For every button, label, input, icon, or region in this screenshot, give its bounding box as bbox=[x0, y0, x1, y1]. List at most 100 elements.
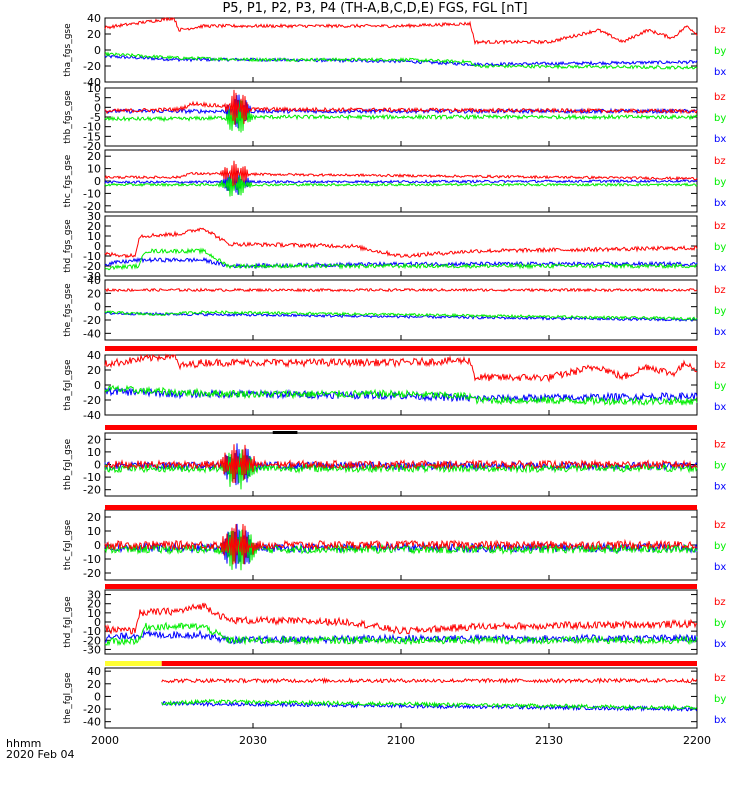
y-tick-label: 10 bbox=[87, 163, 101, 176]
y-tick-label: 20 bbox=[87, 28, 101, 41]
panel-ylabel: thd_fgs_gse bbox=[63, 219, 73, 273]
y-tick-label: -30 bbox=[83, 643, 101, 656]
y-tick-label: -20 bbox=[83, 60, 101, 73]
series-bz bbox=[104, 160, 698, 187]
y-tick-label: -10 bbox=[83, 121, 101, 134]
legend-bz: bz bbox=[714, 221, 726, 232]
series-bz bbox=[161, 676, 698, 685]
y-tick-label: -10 bbox=[83, 553, 101, 566]
panel-ylabel: thd_fgl_gse bbox=[63, 596, 73, 648]
legend-by: by bbox=[714, 694, 726, 705]
panel-ylabel: thb_fgl_gse bbox=[63, 438, 73, 490]
x-tick-label: 2100 bbox=[387, 734, 415, 747]
legend-bz: bz bbox=[714, 520, 726, 531]
series-by bbox=[104, 384, 698, 406]
series-bz bbox=[104, 444, 698, 484]
y-tick-label: 0 bbox=[94, 101, 101, 114]
y-tick-label: -20 bbox=[83, 634, 101, 647]
y-tick-label: 0 bbox=[94, 690, 101, 703]
y-tick-label: 20 bbox=[87, 220, 101, 233]
y-tick-label: 10 bbox=[87, 607, 101, 620]
series-by bbox=[104, 310, 698, 321]
y-tick-label: 0 bbox=[94, 379, 101, 392]
y-tick-label: 20 bbox=[87, 364, 101, 377]
y-tick-label: 0 bbox=[94, 175, 101, 188]
series-bz bbox=[104, 523, 698, 565]
x-tick-label: 2130 bbox=[535, 734, 563, 747]
y-tick-label: 20 bbox=[87, 287, 101, 300]
legend-bx: bx bbox=[714, 482, 726, 493]
y-tick-label: 10 bbox=[87, 82, 101, 95]
series-by bbox=[104, 247, 698, 271]
series-bz bbox=[104, 89, 698, 125]
y-tick-label: 20 bbox=[87, 511, 101, 524]
legend-bz: bz bbox=[714, 25, 726, 36]
x-axis-date: 2020 Feb 04 bbox=[6, 748, 74, 761]
state-bar bbox=[105, 425, 697, 430]
y-tick-label: -20 bbox=[83, 567, 101, 580]
y-tick-label: -10 bbox=[83, 250, 101, 263]
legend-by: by bbox=[714, 381, 726, 392]
series-by bbox=[104, 449, 698, 490]
series-by bbox=[161, 698, 698, 711]
legend-bz: bz bbox=[714, 440, 726, 451]
panel-frame bbox=[104, 17, 698, 83]
legend-bx: bx bbox=[714, 134, 726, 145]
panel-ylabel: the_fgs_gse bbox=[63, 283, 73, 337]
legend-bz: bz bbox=[714, 285, 726, 296]
series-bx bbox=[104, 311, 698, 322]
legend-bx: bx bbox=[714, 198, 726, 209]
plot-title: P5, P1, P2, P3, P4 (TH-A,B,C,D,E) FGS, F… bbox=[222, 1, 528, 16]
y-tick-label: 20 bbox=[87, 598, 101, 611]
state-bar bbox=[105, 346, 697, 351]
legend-by: by bbox=[714, 242, 726, 253]
y-tick-label: -20 bbox=[83, 260, 101, 273]
series-bz bbox=[104, 287, 698, 293]
legend-by: by bbox=[714, 618, 726, 629]
series-by bbox=[104, 621, 698, 647]
legend-bz: bz bbox=[714, 597, 726, 608]
y-tick-label: -10 bbox=[83, 625, 101, 638]
y-tick-label: -40 bbox=[83, 409, 101, 422]
y-tick-label: 0 bbox=[94, 44, 101, 57]
y-tick-label: -20 bbox=[83, 200, 101, 213]
legend-bx: bx bbox=[714, 715, 726, 726]
panel-ylabel: the_fgl_gse bbox=[63, 672, 73, 724]
y-tick-label: -20 bbox=[83, 703, 101, 716]
y-tick-label: -40 bbox=[83, 76, 101, 89]
y-tick-label: -20 bbox=[83, 140, 101, 153]
y-tick-label: 20 bbox=[87, 150, 101, 163]
y-tick-label: 30 bbox=[87, 210, 101, 223]
series-bz bbox=[104, 16, 698, 46]
y-tick-label: 0 bbox=[94, 240, 101, 253]
y-tick-label: 10 bbox=[87, 230, 101, 243]
y-tick-label: 20 bbox=[87, 678, 101, 691]
state-bar-segment bbox=[105, 661, 162, 666]
state-bar-segment bbox=[161, 661, 697, 666]
legend-bx: bx bbox=[714, 67, 726, 78]
y-tick-label: -10 bbox=[83, 471, 101, 484]
y-tick-label: -40 bbox=[83, 327, 101, 340]
legend-by: by bbox=[714, 461, 726, 472]
legend-bx: bx bbox=[714, 327, 726, 338]
legend-by: by bbox=[714, 177, 726, 188]
y-tick-label: 5 bbox=[94, 92, 101, 105]
series-by bbox=[104, 173, 698, 197]
panel-ylabel: thb_fgs_gse bbox=[63, 90, 73, 144]
y-tick-label: 20 bbox=[87, 433, 101, 446]
y-tick-label: 0 bbox=[94, 539, 101, 552]
panel-frame bbox=[104, 279, 698, 341]
legend-bz: bz bbox=[714, 360, 726, 371]
y-tick-label: 40 bbox=[87, 665, 101, 678]
panel-frame bbox=[104, 667, 698, 729]
panel-frame bbox=[104, 215, 698, 277]
panel-ylabel: thc_fgl_gse bbox=[63, 519, 73, 570]
y-tick-label: 40 bbox=[87, 274, 101, 287]
y-tick-label: -20 bbox=[83, 394, 101, 407]
